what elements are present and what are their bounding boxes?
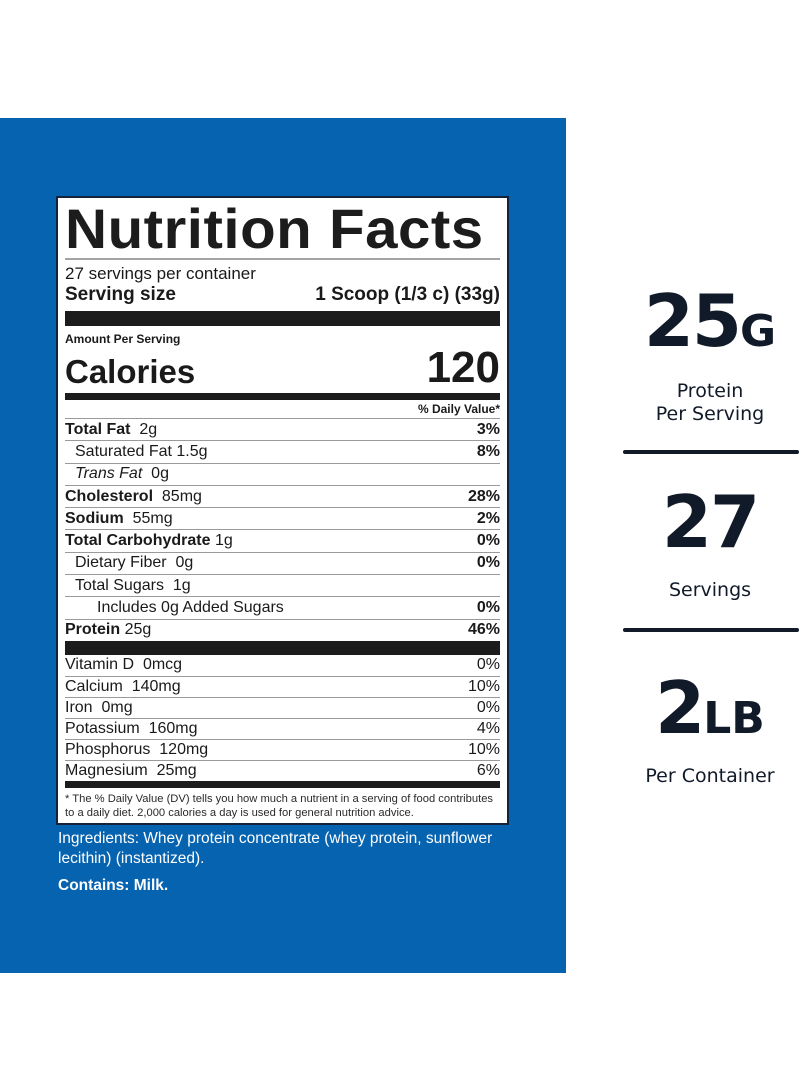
nutrient-name: Total Carbohydrate [65, 532, 211, 550]
ingredients-text: Ingredients: Whey protein concentrate (w… [58, 830, 493, 867]
nutrient-dv: 0% [476, 599, 500, 617]
serving-size-value: 1 Scoop (1/3 c) (33g) [315, 284, 500, 305]
medium-divider [65, 393, 500, 400]
medium-divider [65, 780, 500, 788]
stat-divider [623, 450, 799, 454]
nutrient-dv: 28% [467, 487, 500, 505]
stat-value: 27 [661, 480, 760, 564]
vitamin-name: Magnesium [65, 761, 148, 779]
stat-value: 2 [655, 666, 705, 750]
stat-servings: 27 Servings [610, 486, 800, 602]
nutrient-amount: 1.5g [176, 442, 208, 460]
stat-container-size: 2LB Per Container [610, 672, 800, 788]
vitamin-amount: 0mcg [142, 656, 183, 674]
vitamin-dv: 10% [467, 677, 500, 695]
nutrient-amount: 2g [139, 420, 158, 438]
vitamin-name: Potassium [65, 719, 140, 737]
vitamin-row-vitamin-d: Vitamin D 0mcg 0% [65, 655, 500, 676]
nutrition-facts-title: Nutrition Facts [65, 197, 484, 260]
nutrient-amount: 1g [214, 532, 233, 550]
nutrient-row-saturated-fat: Saturated Fat 1.5g 8% [65, 440, 500, 462]
nutrient-row-sodium: Sodium 55mg 2% [65, 507, 500, 529]
stat-label-line1: Protein [676, 380, 744, 402]
daily-value-footnote: * The % Daily Value (DV) tells you how m… [65, 792, 494, 819]
serving-size-row: Serving size 1 Scoop (1/3 c) (33g) [65, 284, 500, 306]
vitamin-row-potassium: Potassium 160mg 4% [65, 717, 500, 739]
nutrient-amount: 85mg [161, 487, 202, 505]
vitamin-amount: 140mg [131, 677, 181, 695]
nutrient-amount: 1g [172, 576, 191, 594]
nutrient-name: Includes 0g Added Sugars [97, 599, 284, 617]
vitamin-row-magnesium: Magnesium 25mg 6% [65, 759, 500, 781]
nutrient-dv: 8% [476, 442, 500, 460]
stat-divider [623, 628, 799, 632]
nutrient-amount: 0g [151, 465, 169, 483]
vitamin-dv: 10% [467, 740, 500, 758]
stat-label-line1: Servings [668, 579, 752, 601]
nutrient-name: Protein [65, 621, 121, 639]
servings-per-container: 27 servings per container [65, 264, 256, 283]
vitamin-amount: 160mg [148, 719, 198, 737]
vitamin-dv: 6% [476, 761, 500, 779]
vitamin-amount: 25mg [156, 761, 197, 779]
nutrient-amount: 25g [124, 621, 152, 639]
stat-label-line2: Per Serving [655, 403, 765, 425]
vitamin-name: Phosphorus [65, 740, 151, 758]
stat-protein: 25G Protein Per Serving [610, 285, 800, 426]
nutrient-row-total-fat: Total Fat 2g 3% [65, 418, 500, 440]
nutrient-name: Sodium [65, 509, 124, 527]
vitamin-row-calcium: Calcium 140mg 10% [65, 675, 500, 697]
nutrient-row-cholesterol: Cholesterol 85mg 28% [65, 484, 500, 507]
vitamin-list: Vitamin D 0mcg 0% Calcium 140mg 10% Iron… [65, 655, 500, 781]
stat-unit: G [740, 306, 777, 357]
nutrition-facts-label: Nutrition Facts 27 servings per containe… [56, 196, 509, 825]
divider [65, 258, 500, 260]
nutrient-name: Total Sugars [75, 576, 164, 594]
vitamin-dv: 0% [476, 698, 500, 716]
nutrient-amount: 55mg [132, 509, 173, 527]
stat-unit: LB [703, 693, 765, 744]
nutrient-name: Trans Fat [75, 465, 143, 483]
allergen-contains: Contains: Milk. [58, 877, 169, 894]
vitamin-row-iron: Iron 0mg 0% [65, 696, 500, 718]
vitamin-name: Calcium [65, 677, 123, 695]
nutrient-dv: 0% [476, 532, 500, 550]
nutrient-row-protein: Protein 25g 46% [65, 618, 500, 641]
nutrient-row-total-sugars: Total Sugars 1g [65, 574, 500, 596]
thick-divider [65, 640, 500, 655]
vitamin-name: Vitamin D [65, 656, 135, 674]
nutrient-row-added-sugars: Includes 0g Added Sugars 0% [65, 596, 500, 618]
nutrient-row-trans-fat: Trans Fat 0g [65, 462, 500, 485]
nutrient-name: Total Fat [65, 420, 131, 438]
nutrient-amount: 0g [175, 554, 194, 572]
amount-per-serving: Amount Per Serving [65, 332, 181, 346]
calories-value: 120 [426, 343, 500, 392]
vitamin-amount: 120mg [159, 740, 209, 758]
stat-label-line1: Per Container [645, 765, 775, 787]
nutrient-dv: 0% [476, 554, 500, 572]
vitamin-row-phosphorus: Phosphorus 120mg 10% [65, 738, 500, 760]
nutrient-dv: 46% [467, 621, 500, 639]
daily-value-header: % Daily Value* [417, 402, 500, 416]
nutrient-row-dietary-fiber: Dietary Fiber 0g 0% [65, 551, 500, 574]
nutrient-row-total-carbohydrate: Total Carbohydrate 1g 0% [65, 529, 500, 551]
nutrient-name: Cholesterol [65, 487, 154, 505]
stat-value: 25 [643, 279, 742, 363]
serving-size-label: Serving size [65, 284, 176, 305]
nutrient-dv: 3% [476, 420, 500, 438]
calories-label: Calories [65, 353, 196, 390]
vitamin-amount: 0mg [101, 698, 133, 716]
vitamin-dv: 0% [476, 656, 500, 674]
vitamin-dv: 4% [476, 719, 500, 737]
vitamin-name: Iron [65, 698, 93, 716]
thick-divider [65, 311, 500, 326]
nutrient-name: Saturated Fat [75, 442, 172, 460]
nutrient-dv: 2% [476, 509, 500, 527]
calories-row: Calories 120 [65, 346, 500, 390]
nutrient-name: Dietary Fiber [75, 554, 167, 572]
